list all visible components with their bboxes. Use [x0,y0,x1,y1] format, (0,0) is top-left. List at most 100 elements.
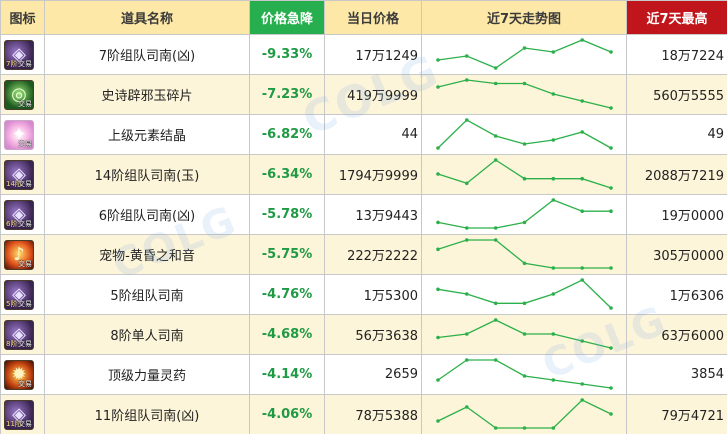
today-price-value: 13万9443 [324,194,422,235]
price-drop-value: -6.82% [249,114,325,155]
seven-day-max-value: 79万4721 [626,394,727,434]
item-icon-cell[interactable]: ◈ 8阶 交易 [0,314,45,355]
trend-point [465,181,469,186]
trend-point [493,301,498,306]
item-icon-cell[interactable]: ◈ 5阶 交易 [0,274,45,315]
item-name[interactable]: 8阶单人司南 [44,314,250,355]
trend-point [493,134,498,138]
trend-point [522,426,527,430]
purple-gem-icon: ◈ 8阶 交易 [4,319,34,350]
price-drop-value: -7.23% [249,74,325,115]
item-icon-cell[interactable]: ◈ 11阶 交易 [0,394,45,434]
icon-level-label: 14阶 [6,179,22,188]
item-name[interactable]: 6阶组队司南(凶) [44,194,250,235]
trend-point [522,46,527,50]
item-icon-cell[interactable]: ◎ 交易 [0,74,45,115]
item-name[interactable]: 14阶组队司南(玉) [44,154,250,195]
item-name[interactable]: 史诗辟邪玉碎片 [44,74,250,115]
header-7day-max[interactable]: 近7天最高 [626,0,727,35]
seven-day-max-value: 19万0000 [626,194,727,235]
item-icon-cell[interactable]: ✹ 交易 [0,354,45,395]
trend-sparkline-cell [421,354,627,395]
header-price-drop[interactable]: 价格急降 [249,0,325,35]
trend-point [551,292,556,296]
trend-sparkline-cell [421,314,627,355]
trend-sparkline [436,278,613,310]
purple-gem-icon: ◈ 6阶 交易 [4,199,34,230]
trend-point [580,38,584,42]
trend-point [436,220,440,225]
trend-point [609,306,613,310]
trade-tag: 交易 [18,219,32,228]
item-icon-cell[interactable]: ✦ 交易 [0,114,45,155]
trade-tag: 交易 [18,179,32,188]
item-name[interactable]: 5阶组队司南 [44,274,250,315]
trend-point [522,374,527,378]
table-row[interactable]: ◈ 14阶 交易 14阶组队司南(玉) -6.34% 1794万9999 2088万7219 [0,154,727,195]
trend-point [465,332,469,336]
trend-point [551,138,556,142]
trade-tag: 交易 [18,259,32,268]
trend-point [522,81,527,86]
trend-point [436,58,440,62]
table-row[interactable]: ✹ 交易 顶级力量灵药 -4.14% 2659 3854 [0,354,727,395]
item-icon-cell[interactable]: ◈ 6阶 交易 [0,194,45,235]
table-row[interactable]: ◈ 5阶 交易 5阶组队司南 -4.76% 1万5300 1万6306 [0,274,727,315]
trend-point [465,226,469,230]
item-icon-cell[interactable]: ♪ 交易 [0,234,45,275]
item-icon-cell[interactable]: ◈ 7阶 交易 [0,34,45,75]
icon-glyph: ✦ [11,123,27,145]
table-row[interactable]: ♪ 交易 宠物-黄昏之和音 -5.75% 222万2222 305万0000 [0,234,727,275]
trend-sparkline-cell [421,154,627,195]
header-today-price[interactable]: 当日价格 [324,0,422,35]
trend-point [580,398,584,402]
trend-point [580,339,584,343]
trend-point [436,419,440,423]
today-price-value: 44 [324,114,422,155]
icon-level-label: 8阶 [6,339,18,348]
table-row[interactable]: ✦ 交易 上级元素结晶 -6.82% 44 49 [0,114,727,155]
today-price-value: 419万9999 [324,74,422,115]
trend-sparkline [436,398,613,430]
trend-point [465,405,469,409]
trend-point [551,332,556,336]
trend-sparkline-cell [421,234,627,275]
table-row[interactable]: ◈ 8阶 交易 8阶单人司南 -4.68% 56万3638 63万6000 [0,314,727,355]
seven-day-max-value: 49 [626,114,727,155]
today-price-value: 1万5300 [324,274,422,315]
item-name[interactable]: 顶级力量灵药 [44,354,250,395]
trend-point [465,238,469,242]
item-icon-cell[interactable]: ◈ 14阶 交易 [0,154,45,195]
item-name[interactable]: 上级元素结晶 [44,114,250,155]
table-row[interactable]: ◈ 7阶 交易 7阶组队司南(凶) -9.33% 17万1249 18万7224 [0,34,727,75]
trade-tag: 交易 [18,339,32,348]
trade-tag: 交易 [18,299,32,308]
seven-day-max-value: 1万6306 [626,274,727,315]
purple-gem-icon: ◈ 14阶 交易 [4,159,34,190]
trend-sparkline [436,78,613,110]
header-item-name[interactable]: 道具名称 [44,0,250,35]
icon-level-label: 5阶 [6,299,18,308]
item-name[interactable]: 11阶组队司南(凶) [44,394,250,434]
item-name[interactable]: 7阶组队司南(凶) [44,34,250,75]
trend-point [465,358,469,362]
trend-point [551,50,556,54]
trend-sparkline-cell [421,114,627,155]
trend-point [436,335,440,340]
trend-point [609,266,613,270]
seven-day-max-value: 2088万7219 [626,154,727,195]
table-row[interactable]: ◎ 交易 史诗辟邪玉碎片 -7.23% 419万9999 560万5555 [0,74,727,115]
trend-point [580,209,584,213]
trend-point [493,226,498,230]
pink-crystal-icon: ✦ 交易 [4,119,34,150]
table-row[interactable]: ◈ 6阶 交易 6阶组队司南(凶) -5.78% 13万9443 19万0000 [0,194,727,235]
item-name[interactable]: 宠物-黄昏之和音 [44,234,250,275]
trend-point [551,426,556,430]
trend-sparkline-cell [421,274,627,315]
table-row[interactable]: ◈ 11阶 交易 11阶组队司南(凶) -4.06% 78万5388 79万4721 [0,394,727,434]
trade-tag: 交易 [18,139,32,148]
price-drop-value: -9.33% [249,34,325,75]
icon-glyph: ◈ [12,163,26,185]
trend-point [609,386,613,390]
